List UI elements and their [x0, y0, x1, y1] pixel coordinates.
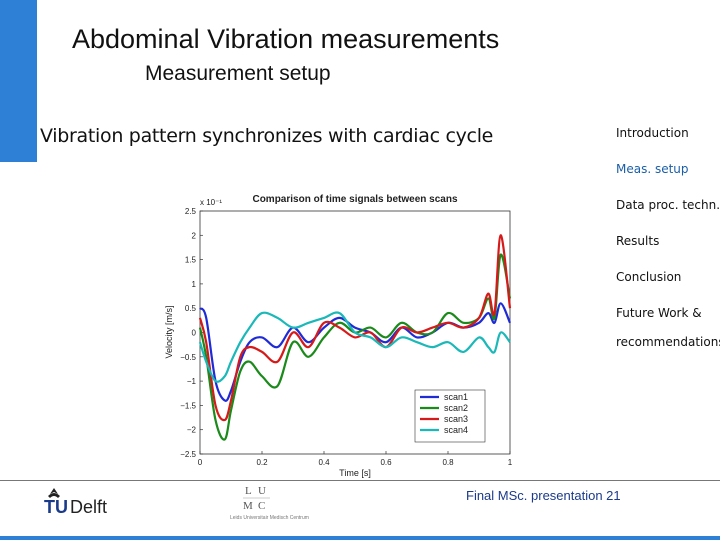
x-tick-label: 0.8 — [442, 458, 454, 467]
lumc-logo: L U M C Leids Universitair Medisch Centr… — [230, 485, 309, 521]
flame-icon — [48, 488, 60, 498]
y-tick-label: −0.5 — [180, 353, 196, 362]
velocity-chart: Comparison of time signals between scans… — [164, 194, 513, 478]
svg-text:TU: TU — [44, 497, 68, 517]
bullet-text: Vibration pattern synchronizes with card… — [40, 125, 494, 147]
footer-accent-bar — [0, 536, 720, 540]
x-tick-label: 0.2 — [256, 458, 268, 467]
y-tick-label: 1 — [192, 280, 197, 289]
nav-item-meas-setup[interactable]: Meas. setup — [616, 162, 689, 176]
x-tick-label: 1 — [508, 458, 513, 467]
legend-box — [414, 389, 486, 443]
svg-text:Delft: Delft — [70, 497, 107, 517]
series-line-scan4 — [198, 311, 511, 383]
accent-bar — [0, 0, 37, 162]
nav-item-results[interactable]: Results — [616, 234, 660, 248]
svg-text:U: U — [258, 485, 266, 497]
slide-title: Abdominal Vibration measurements — [72, 24, 500, 54]
series-line-scan3 — [198, 234, 512, 422]
x-tick-label: 0.6 — [380, 458, 392, 467]
footer-presentation-label: Final MSc. presentation 21 — [466, 488, 621, 503]
chart-title: Comparison of time signals between scans — [252, 194, 457, 205]
chart-exponent: x 10⁻¹ — [200, 198, 222, 207]
svg-text:C: C — [258, 500, 265, 512]
y-tick-label: 2 — [192, 231, 197, 240]
y-axis-label: Velocity [m/s] — [164, 305, 174, 358]
tudelft-logo: TU Delft — [44, 488, 107, 517]
y-tick-label: −2.5 — [180, 450, 196, 459]
y-tick-label: −1.5 — [180, 401, 196, 410]
legend-label: scan4 — [444, 425, 468, 435]
svg-text:M: M — [243, 500, 253, 512]
y-tick-label: −2 — [187, 426, 197, 435]
y-tick-label: 2.5 — [185, 207, 197, 216]
nav-item-conclusion[interactable]: Conclusion — [616, 270, 682, 284]
x-tick-label: 0.4 — [318, 458, 330, 467]
nav-item-recommendations[interactable]: recommendations — [616, 335, 720, 349]
svg-text:L: L — [245, 485, 252, 497]
y-tick-label: −1 — [187, 377, 197, 386]
nav-item-data-proc[interactable]: Data proc. techn. — [616, 198, 720, 212]
nav-item-future-work[interactable]: Future Work & — [616, 306, 702, 320]
footer-divider — [0, 480, 720, 481]
legend-label: scan1 — [444, 392, 468, 402]
legend-label: scan3 — [444, 414, 468, 424]
legend-label: scan2 — [444, 403, 468, 413]
nav-item-introduction[interactable]: Introduction — [616, 126, 689, 140]
x-tick-label: 0 — [198, 458, 203, 467]
lumc-caption: Leids Universitair Medisch Centrum — [230, 515, 309, 521]
y-tick-label: 1.5 — [185, 256, 197, 265]
y-tick-label: 0 — [192, 329, 197, 338]
y-tick-label: 0.5 — [185, 304, 197, 313]
slide-subtitle: Measurement setup — [145, 62, 331, 85]
x-axis-label: Time [s] — [339, 468, 371, 478]
